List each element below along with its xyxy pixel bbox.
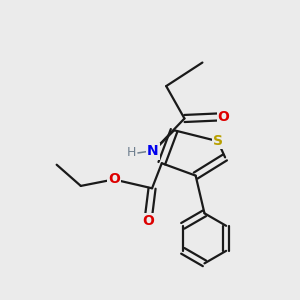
Text: H: H xyxy=(127,146,136,159)
Text: O: O xyxy=(218,110,230,124)
Text: N: N xyxy=(147,145,159,158)
Text: S: S xyxy=(213,134,223,148)
Text: O: O xyxy=(108,172,120,186)
Text: O: O xyxy=(142,214,154,228)
